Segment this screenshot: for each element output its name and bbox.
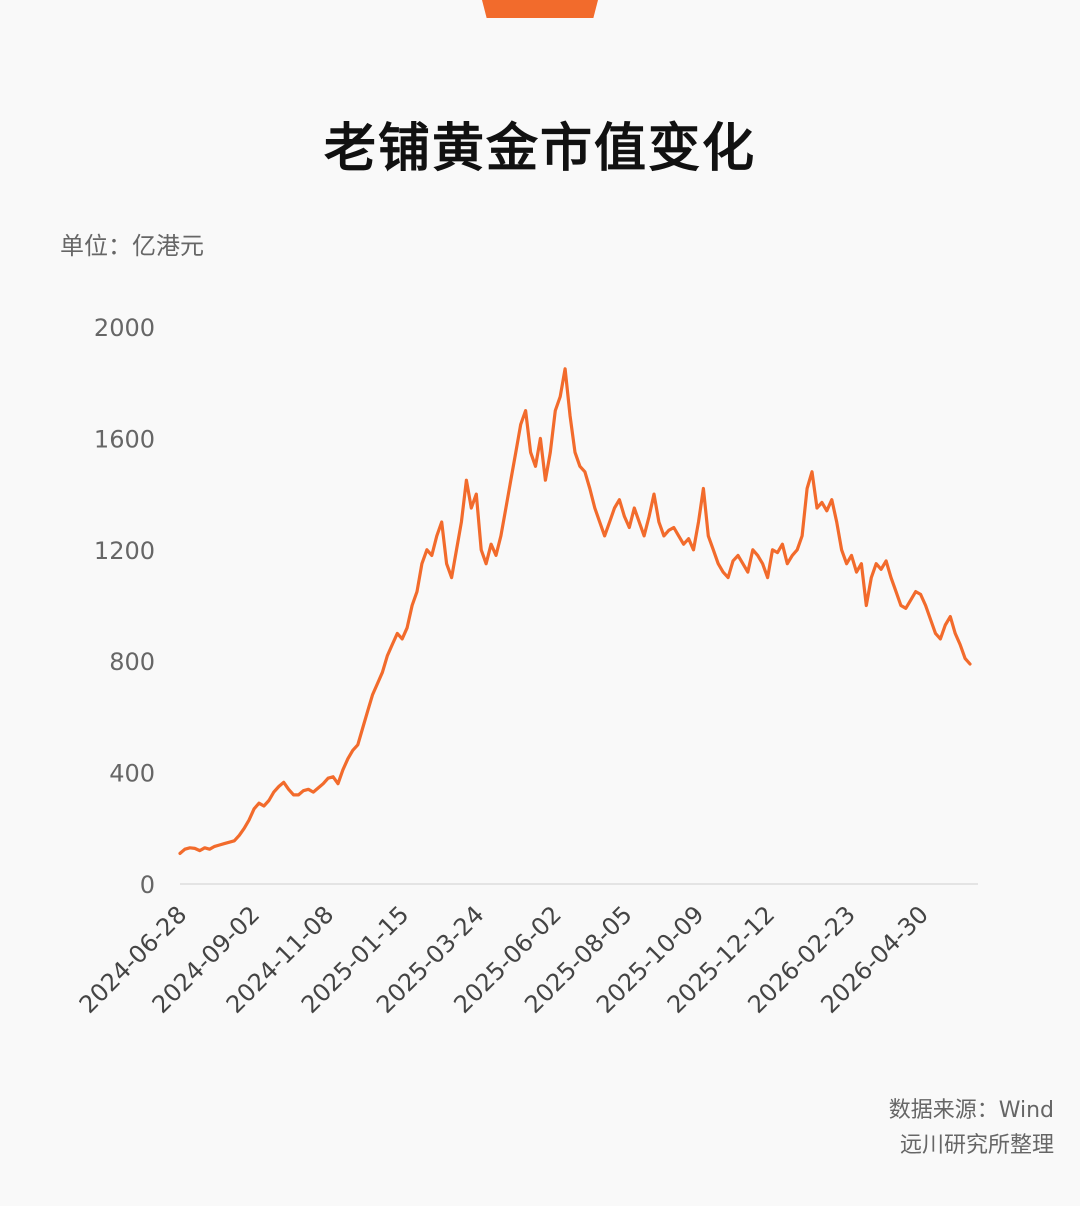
y-tick-label: 400 xyxy=(109,760,155,788)
unit-label: 单位：亿港元 xyxy=(60,232,204,260)
y-axis-ticks: 0 400 800 1200 1600 2000 xyxy=(94,314,155,899)
x-axis-ticks: 2024-06-282024-09-022024-11-082025-01-15… xyxy=(74,900,934,1018)
chart-title: 老铺黄金市值变化 xyxy=(323,119,756,179)
compiled-by-note: 远川研究所整理 xyxy=(899,1133,1054,1158)
y-tick-label: 800 xyxy=(109,648,155,676)
top-accent-tab xyxy=(482,0,598,18)
market-cap-line xyxy=(178,367,972,855)
y-tick-label: 1200 xyxy=(94,537,155,565)
y-tick-label: 2000 xyxy=(94,314,155,342)
y-tick-label: 0 xyxy=(140,871,155,899)
y-tick-label: 1600 xyxy=(94,425,155,453)
source-note: 数据来源：Wind xyxy=(888,1098,1054,1123)
